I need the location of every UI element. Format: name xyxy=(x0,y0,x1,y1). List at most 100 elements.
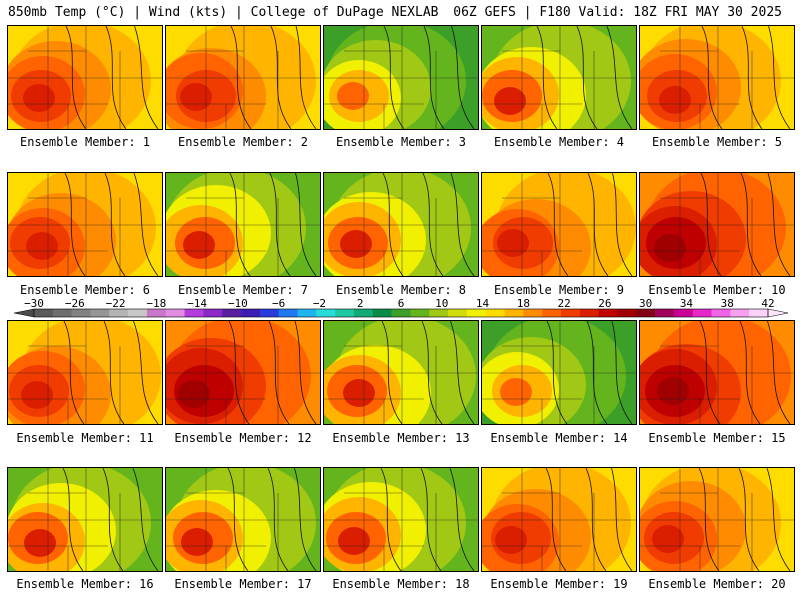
colorbar-tick-label: −14 xyxy=(187,297,207,310)
colorbar-swatch xyxy=(636,309,656,317)
colorbar-swatch xyxy=(184,309,204,317)
colorbar-swatch xyxy=(466,309,486,317)
ensemble-map-panel xyxy=(639,320,795,425)
ensemble-map-panel xyxy=(7,320,163,425)
ensemble-map-panel xyxy=(323,25,479,130)
ensemble-member-label: Ensemble Member: 15 xyxy=(648,431,786,445)
temperature-colorbar: −30 −26 −22 −18 −14 −10 −6 −2 2 6 10 14 18 22 26 30 34 38… xyxy=(13,297,789,318)
ensemble-map-panel xyxy=(481,25,637,130)
temperature-map xyxy=(166,173,320,276)
ensemble-map-panel xyxy=(481,172,637,277)
temperature-map xyxy=(640,468,794,571)
header-title: 850mb Temp (°C) | Wind (kts) | College o… xyxy=(8,5,439,20)
colorbar-swatch xyxy=(617,309,637,317)
colorbar-tick-label: −2 xyxy=(313,297,326,310)
temperature-map xyxy=(8,321,162,424)
temperature-map xyxy=(482,468,636,571)
colorbar-tick-label: 14 xyxy=(476,297,490,310)
colorbar-tick-label: −30 xyxy=(24,297,44,310)
temperature-map xyxy=(166,468,320,571)
colorbar-swatch xyxy=(504,309,524,317)
colorbar-swatch xyxy=(579,309,599,317)
colorbar-swatch xyxy=(203,309,223,317)
ensemble-member-label: Ensemble Member: 19 xyxy=(490,577,628,591)
ensemble-member-label: Ensemble Member: 14 xyxy=(490,431,628,445)
ensemble-member-label: Ensemble Member: 2 xyxy=(177,135,309,149)
ensemble-map-panel xyxy=(165,172,321,277)
temperature-map xyxy=(640,26,794,129)
ensemble-member-label: Ensemble Member: 10 xyxy=(648,283,786,297)
ensemble-member-label: Ensemble Member: 5 xyxy=(651,135,783,149)
ensemble-member-label: Ensemble Member: 8 xyxy=(335,283,467,297)
temperature-map xyxy=(482,321,636,424)
colorbar-swatch xyxy=(711,309,731,317)
temperature-map xyxy=(324,321,478,424)
ensemble-member-label: Ensemble Member: 9 xyxy=(493,283,625,297)
temperature-map xyxy=(8,26,162,129)
colorbar-swatch xyxy=(523,309,543,317)
ensemble-map-panel xyxy=(323,320,479,425)
temperature-map xyxy=(640,173,794,276)
header-run-info: 06Z GEFS | F180 Valid: 18Z FRI MAY 30 20… xyxy=(453,5,782,20)
colorbar-swatch xyxy=(165,309,185,317)
colorbar-swatch xyxy=(749,309,769,317)
colorbar-swatch xyxy=(429,309,449,317)
colorbar-left-arrow xyxy=(13,308,35,318)
colorbar-tick-label: 42 xyxy=(761,297,774,310)
colorbar-swatch xyxy=(485,309,505,317)
colorbar-swatch xyxy=(655,309,675,317)
colorbar-swatch xyxy=(34,309,54,317)
colorbar-swatch xyxy=(448,309,468,317)
colorbar-swatch xyxy=(71,309,91,317)
colorbar-swatch xyxy=(297,309,317,317)
ensemble-member-label: Ensemble Member: 16 xyxy=(16,577,154,591)
colorbar-tick-label: 22 xyxy=(557,297,570,310)
colorbar-tick-label: −22 xyxy=(106,297,126,310)
ensemble-member-label: Ensemble Member: 6 xyxy=(19,283,151,297)
ensemble-map-panel xyxy=(7,25,163,130)
colorbar-swatch xyxy=(353,309,374,317)
ensemble-member-label: Ensemble Member: 4 xyxy=(493,135,625,149)
temperature-map xyxy=(640,321,794,424)
ensemble-map-panel xyxy=(165,320,321,425)
colorbar-tick-label: 38 xyxy=(721,297,734,310)
ensemble-map-panel xyxy=(323,467,479,572)
colorbar-swatch xyxy=(560,309,581,317)
colorbar-tick-label: 34 xyxy=(680,297,694,310)
temperature-map xyxy=(482,26,636,129)
colorbar-swatch xyxy=(278,309,298,317)
temperature-map xyxy=(8,468,162,571)
colorbar-swatch xyxy=(52,309,72,317)
ensemble-member-label: Ensemble Member: 20 xyxy=(648,577,786,591)
colorbar-swatch xyxy=(730,309,750,317)
ensemble-map-panel xyxy=(7,467,163,572)
ensemble-member-label: Ensemble Member: 7 xyxy=(177,283,309,297)
colorbar-swatch xyxy=(316,309,336,317)
ensemble-member-label: Ensemble Member: 17 xyxy=(174,577,312,591)
colorbar-swatch xyxy=(109,309,129,317)
colorbar-swatch xyxy=(372,309,392,317)
colorbar-tick-label: 26 xyxy=(598,297,611,310)
colorbar-tick-label: 6 xyxy=(398,297,405,310)
ensemble-map-panel xyxy=(481,320,637,425)
colorbar-swatch xyxy=(259,309,279,317)
ensemble-member-label: Ensemble Member: 3 xyxy=(335,135,467,149)
temperature-map xyxy=(166,321,320,424)
colorbar-swatch xyxy=(90,309,110,317)
colorbar-swatch xyxy=(692,309,712,317)
ensemble-member-label: Ensemble Member: 13 xyxy=(332,431,470,445)
colorbar-tick-label: −6 xyxy=(272,297,285,310)
ensemble-member-label: Ensemble Member: 18 xyxy=(332,577,470,591)
ensemble-map-panel xyxy=(639,25,795,130)
colorbar-tick-label: 18 xyxy=(517,297,530,310)
colorbar-swatch xyxy=(146,309,167,317)
temperature-map xyxy=(324,468,478,571)
temperature-map xyxy=(324,26,478,129)
ensemble-map-panel xyxy=(165,467,321,572)
colorbar-swatch xyxy=(598,309,618,317)
ensemble-map-panel xyxy=(165,25,321,130)
ensemble-member-label: Ensemble Member: 1 xyxy=(19,135,151,149)
ensemble-map-panel xyxy=(481,467,637,572)
ensemble-map-panel xyxy=(323,172,479,277)
temperature-map xyxy=(482,173,636,276)
